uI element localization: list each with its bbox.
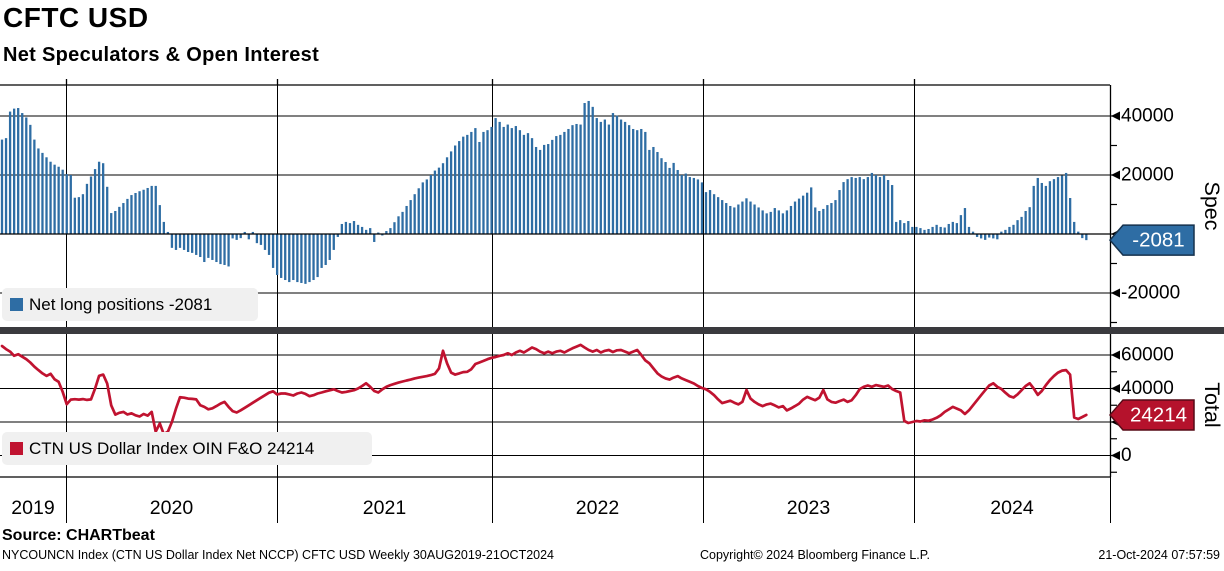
x-axis-year-labels: 2019 2020 2021 2022 2023 2024 [11,497,1034,519]
legend-net-long-positions[interactable]: Net long positions -2081 [2,288,258,321]
footer-timestamp: 21-Oct-2024 07:57:59 [1098,548,1220,562]
y-tick-label: 20000 [1121,165,1174,186]
panel-separator [0,327,1224,334]
footer-copyright: Copyright© 2024 Bloomberg Finance L.P. [700,548,930,562]
page-subtitle: Net Speculators & Open Interest [3,44,320,66]
open-interest-line [0,343,1088,436]
spec-axis-ticks: 40000200000-20000 [1110,106,1180,324]
spec-gridlines [0,115,1110,294]
open-interest-swatch-icon [10,442,23,455]
spec-last-value-tag-label: -2081 [1132,229,1184,252]
source-line: Source: CHARTbeat [2,527,155,544]
total-axis-title: Total [1200,382,1224,427]
year-label: 2021 [363,497,406,519]
legend-open-interest-label: CTN US Dollar Index OIN F&O 24214 [29,438,315,458]
y-tick-label: 0 [1121,445,1132,466]
year-label: 2019 [11,497,54,519]
net-long-positions-swatch-icon [10,298,23,311]
net-long-positions-bars [0,100,1088,284]
year-label: 2023 [787,497,830,519]
y-tick-label: 40000 [1121,106,1174,127]
total-last-value-tag-label: 24214 [1130,403,1187,426]
year-label: 2020 [150,497,194,519]
total-last-value-tag[interactable]: 24214 [1109,399,1195,431]
y-tick-label: 60000 [1121,345,1174,366]
y-tick-label: 40000 [1121,378,1174,399]
page-title: CFTC USD [3,2,149,33]
spec-last-value-tag[interactable]: -2081 [1109,224,1195,256]
x-axis-ticks [66,477,1111,523]
year-label: 2022 [576,497,619,519]
footer-ticker-info: NYCOUNCN Index (CTN US Dollar Index Net … [2,548,555,562]
legend-open-interest[interactable]: CTN US Dollar Index OIN F&O 24214 [2,432,372,465]
axis-frame [0,79,1112,478]
spec-axis-title: Spec [1200,181,1224,230]
legend-net-long-positions-label: Net long positions -2081 [29,294,213,314]
year-label: 2024 [990,497,1034,519]
y-tick-label: -20000 [1121,283,1180,304]
